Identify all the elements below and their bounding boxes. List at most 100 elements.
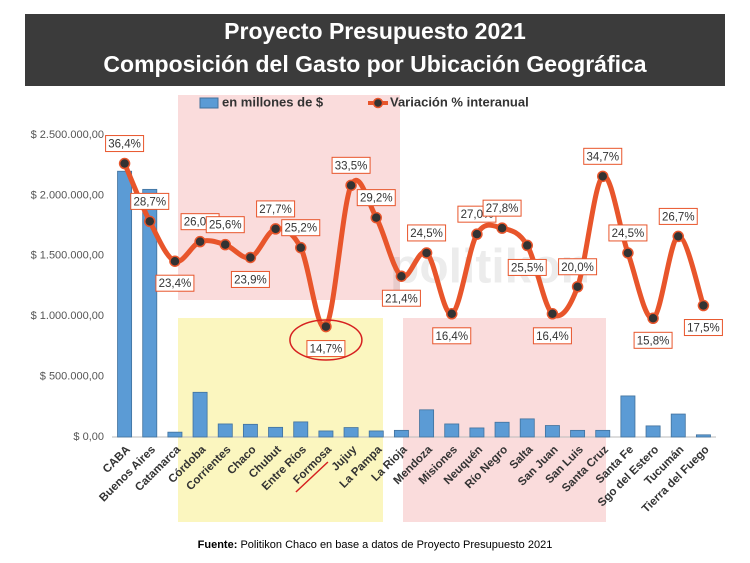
bar bbox=[620, 395, 636, 438]
data-label: 29,2% bbox=[360, 193, 393, 205]
line-marker bbox=[395, 270, 408, 282]
bar bbox=[343, 427, 359, 438]
line-marker bbox=[370, 211, 382, 224]
data-label-box bbox=[507, 258, 547, 276]
data-label: 23,9% bbox=[234, 274, 267, 286]
source: Fuente: Politikon Chaco en base a datos … bbox=[198, 539, 553, 551]
bar bbox=[695, 434, 711, 438]
data-label: 26,7% bbox=[662, 211, 695, 223]
data-label-box bbox=[281, 219, 321, 237]
line-marker bbox=[496, 222, 508, 234]
data-label: 27,8% bbox=[486, 203, 519, 215]
bar bbox=[419, 409, 435, 438]
legend-swatch bbox=[199, 97, 219, 109]
bar bbox=[393, 429, 409, 438]
data-label-box bbox=[683, 319, 723, 337]
line-marker bbox=[219, 238, 231, 251]
line-marker bbox=[546, 308, 559, 320]
data-label-box bbox=[356, 189, 396, 207]
y-tick-label: $ 0,00 bbox=[73, 431, 104, 443]
bar bbox=[293, 421, 309, 438]
data-label-box bbox=[331, 156, 371, 174]
line-marker bbox=[144, 215, 156, 228]
data-label-box bbox=[658, 207, 698, 225]
data-label: 15,8% bbox=[637, 335, 670, 347]
data-label-box bbox=[532, 327, 572, 345]
bar bbox=[544, 425, 560, 438]
legend-swatch bbox=[372, 97, 384, 109]
line-marker bbox=[571, 281, 584, 293]
data-label-box bbox=[205, 216, 245, 234]
line-marker bbox=[420, 247, 433, 259]
bar bbox=[268, 426, 284, 438]
data-label-box bbox=[558, 258, 598, 276]
annotation-circle bbox=[289, 319, 363, 361]
bar bbox=[142, 188, 158, 438]
line-marker bbox=[269, 223, 282, 235]
data-label: 17,5% bbox=[687, 323, 720, 335]
line-marker bbox=[169, 255, 181, 267]
bar bbox=[368, 430, 384, 438]
data-label: 24,5% bbox=[612, 228, 645, 240]
data-label-box bbox=[155, 274, 195, 292]
highlight-zone bbox=[178, 318, 383, 522]
y-tick-label: $ 2.500.000,00 bbox=[31, 129, 104, 141]
data-label: 25,6% bbox=[209, 220, 242, 232]
data-label-box bbox=[633, 331, 673, 349]
line-marker bbox=[244, 251, 257, 264]
line-marker bbox=[295, 241, 307, 254]
bar bbox=[595, 429, 611, 438]
data-label: 28,7% bbox=[133, 196, 166, 208]
chart-subtitle: Composición del Gasto por Ubicación Geog… bbox=[103, 51, 646, 77]
data-label: 16,4% bbox=[536, 331, 569, 343]
data-label-box bbox=[256, 200, 296, 218]
data-label: 21,4% bbox=[385, 293, 418, 305]
legend-label: en millones de $ bbox=[222, 94, 324, 109]
data-label-box bbox=[608, 224, 648, 242]
line-marker bbox=[471, 228, 483, 240]
line-marker bbox=[597, 170, 609, 183]
line-marker bbox=[446, 308, 458, 320]
data-label: 16,4% bbox=[435, 331, 468, 343]
data-label-box bbox=[381, 289, 421, 307]
line-marker bbox=[622, 247, 634, 259]
data-label: 24,5% bbox=[410, 228, 443, 240]
bar bbox=[645, 425, 661, 438]
y-tick-label: $ 500.000,00 bbox=[40, 371, 104, 383]
data-label-box bbox=[482, 199, 522, 217]
data-label-box bbox=[583, 147, 623, 165]
data-label-box bbox=[105, 135, 145, 153]
data-label: 27,7% bbox=[259, 204, 292, 216]
data-label: 33,5% bbox=[335, 160, 368, 172]
bar bbox=[192, 391, 208, 438]
line-marker bbox=[320, 320, 332, 333]
bar bbox=[444, 423, 460, 438]
bar bbox=[242, 423, 258, 438]
data-label-box bbox=[432, 327, 472, 345]
y-tick-label: $ 1.000.000,00 bbox=[31, 310, 104, 322]
bar bbox=[570, 429, 586, 438]
source-text: Politikon Chaco en base a datos de Proye… bbox=[240, 539, 552, 551]
data-label: 34,7% bbox=[586, 151, 619, 163]
bar bbox=[494, 421, 510, 438]
data-label: 14,7% bbox=[310, 344, 343, 356]
y-tick-label: $ 2.000.000,00 bbox=[31, 189, 104, 201]
line-marker bbox=[647, 312, 659, 325]
bar bbox=[167, 431, 183, 438]
legend-label: Variación % interanual bbox=[390, 94, 529, 109]
y-tick-label: $ 1.500.000,00 bbox=[31, 250, 104, 262]
data-label: 23,4% bbox=[159, 278, 192, 290]
line-marker bbox=[697, 299, 710, 312]
line-marker bbox=[521, 239, 533, 252]
data-label: 36,4% bbox=[108, 139, 141, 151]
data-label-box bbox=[230, 270, 270, 288]
data-label: 25,5% bbox=[511, 262, 544, 274]
bar bbox=[318, 430, 334, 438]
bar bbox=[670, 413, 686, 438]
bar bbox=[469, 427, 485, 438]
title-band bbox=[25, 14, 725, 86]
bar bbox=[117, 170, 133, 438]
line-marker bbox=[194, 235, 206, 248]
chart-title: Proyecto Presupuesto 2021 bbox=[224, 18, 526, 44]
